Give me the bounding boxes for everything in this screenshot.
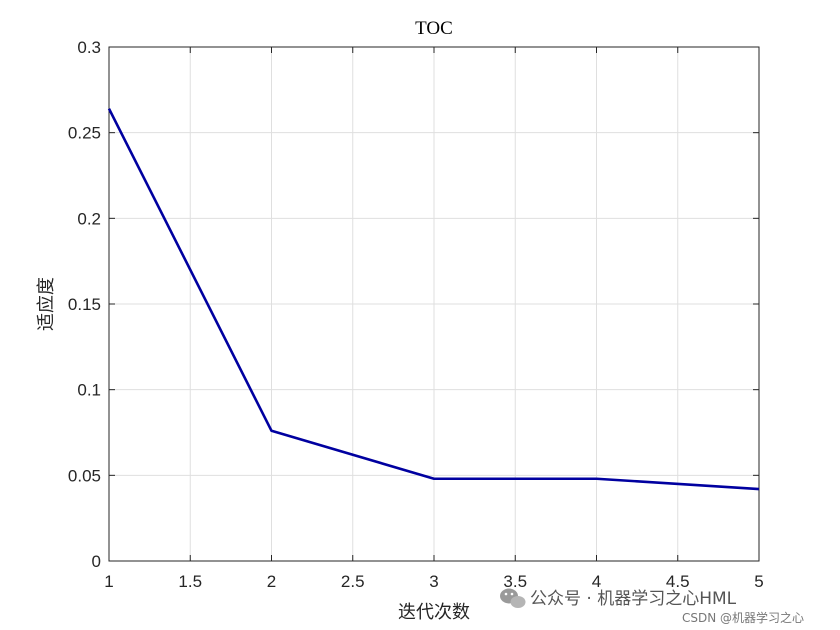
watermark-subtext: CSDN @机器学习之心 <box>682 610 804 625</box>
wechat-icon <box>500 588 526 608</box>
series-layer <box>107 108 760 491</box>
x-tick-label: 1 <box>104 572 113 591</box>
x-tick-label: 3 <box>429 572 438 591</box>
y-tick-label: 0.05 <box>68 466 101 485</box>
x-tick-label: 5 <box>754 572 763 591</box>
y-tick-label: 0.25 <box>68 124 101 143</box>
y-tick-label: 0.1 <box>77 381 101 400</box>
plot-area <box>107 46 760 562</box>
x-tick-label: 2.5 <box>341 572 365 591</box>
x-axis-label: 迭代次数 <box>398 602 470 623</box>
y-axis-label: 适应度 <box>36 277 57 331</box>
x-tick-label: 4 <box>592 572 601 591</box>
x-tick-label: 2 <box>267 572 276 591</box>
watermark-text: 公众号 · 机器学习之心HML <box>530 589 737 609</box>
tick-marks <box>108 46 760 562</box>
x-tick-label: 1.5 <box>178 572 202 591</box>
watermark: 公众号 · 机器学习之心HML CSDN @机器学习之心 <box>500 588 804 625</box>
x-tick-label: 3.5 <box>503 572 527 591</box>
y-tick-label: 0 <box>92 552 101 571</box>
y-tick-label: 0.15 <box>68 295 101 314</box>
x-tick-labels: 1 1.5 2 2.5 3 3.5 4 4.5 5 <box>104 572 763 591</box>
chart-title: TOC <box>415 18 453 39</box>
y-tick-label: 0.3 <box>77 38 101 57</box>
x-tick-label: 4.5 <box>666 572 690 591</box>
y-tick-labels: 0 0.05 0.1 0.15 0.2 0.25 0.3 <box>68 38 101 571</box>
y-tick-label: 0.2 <box>77 209 101 228</box>
